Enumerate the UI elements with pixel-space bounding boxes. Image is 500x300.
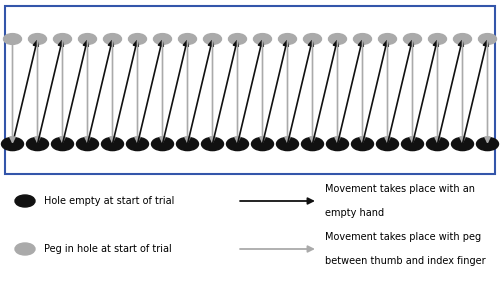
Text: between thumb and index finger: between thumb and index finger: [325, 256, 486, 266]
Circle shape: [78, 34, 96, 44]
Circle shape: [476, 137, 498, 151]
Circle shape: [454, 34, 471, 44]
Circle shape: [28, 34, 46, 44]
Circle shape: [428, 34, 446, 44]
Circle shape: [228, 34, 246, 44]
Circle shape: [104, 34, 122, 44]
Circle shape: [276, 137, 298, 151]
Circle shape: [15, 195, 35, 207]
Bar: [5, 6, 495, 174]
Circle shape: [452, 137, 473, 151]
Text: Peg in hole at start of trial: Peg in hole at start of trial: [44, 244, 172, 254]
Circle shape: [352, 137, 374, 151]
Circle shape: [152, 137, 174, 151]
Circle shape: [402, 137, 423, 151]
Circle shape: [304, 34, 322, 44]
Circle shape: [226, 137, 248, 151]
Circle shape: [54, 34, 72, 44]
Circle shape: [404, 34, 421, 44]
Circle shape: [204, 34, 222, 44]
Circle shape: [302, 137, 324, 151]
Text: Movement takes place with peg: Movement takes place with peg: [325, 232, 481, 242]
Circle shape: [176, 137, 199, 151]
Circle shape: [15, 243, 35, 255]
Circle shape: [378, 34, 396, 44]
Circle shape: [2, 137, 24, 151]
Circle shape: [254, 34, 272, 44]
Circle shape: [354, 34, 372, 44]
Circle shape: [26, 137, 48, 151]
Circle shape: [326, 137, 348, 151]
Circle shape: [128, 34, 146, 44]
Circle shape: [4, 34, 22, 44]
Circle shape: [478, 34, 496, 44]
Circle shape: [376, 137, 398, 151]
Circle shape: [102, 137, 124, 151]
Circle shape: [154, 34, 172, 44]
Circle shape: [252, 137, 274, 151]
Text: empty hand: empty hand: [325, 208, 384, 218]
Circle shape: [426, 137, 448, 151]
Circle shape: [278, 34, 296, 44]
Circle shape: [126, 137, 148, 151]
Text: Movement takes place with an: Movement takes place with an: [325, 184, 475, 194]
Text: Hole empty at start of trial: Hole empty at start of trial: [44, 196, 174, 206]
Circle shape: [202, 137, 224, 151]
Circle shape: [328, 34, 346, 44]
Circle shape: [178, 34, 196, 44]
Circle shape: [52, 137, 74, 151]
Circle shape: [76, 137, 98, 151]
